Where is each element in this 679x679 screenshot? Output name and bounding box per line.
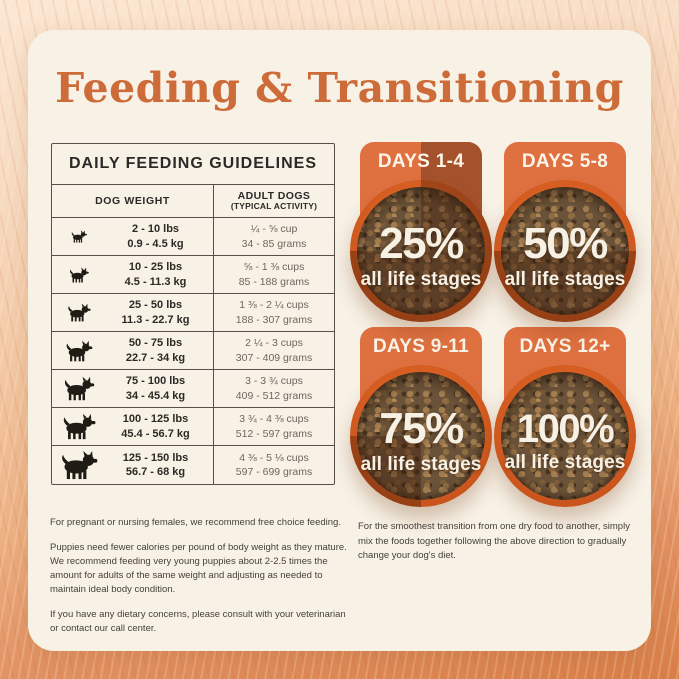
weight-kg: 34 - 45.4 kg bbox=[125, 389, 186, 402]
weight-lbs: 25 - 50 lbs bbox=[128, 299, 183, 312]
kibble-bowl: 50% all life stages bbox=[494, 180, 636, 322]
amount-cups: 2 ¼ - 3 cups bbox=[245, 337, 303, 350]
amount-cell: ¼ - ⅝ cup 34 - 85 grams bbox=[214, 218, 334, 255]
table-row: 100 - 125 lbs 45.4 - 56.7 kg 3 ¾ - 4 ⅜ cu… bbox=[52, 408, 334, 446]
table-row: 2 - 10 lbs 0.9 - 4.5 kg ¼ - ⅝ cup 34 - 85… bbox=[52, 218, 334, 256]
table-row: 125 - 150 lbs 56.7 - 68 kg 4 ⅜ - 5 ⅛ cups… bbox=[52, 446, 334, 484]
transition-note: For the smoothest transition from one dr… bbox=[358, 521, 630, 562]
amount-cell: 4 ⅜ - 5 ⅛ cups 597 - 699 grams bbox=[214, 446, 334, 484]
life-stages-label: all life stages bbox=[360, 268, 482, 290]
weight-range: 50 - 75 lbs 22.7 - 34 kg bbox=[106, 336, 213, 365]
table-row: 10 - 25 lbs 4.5 - 11.3 kg ⅝ - 1 ⅜ cups 85… bbox=[52, 256, 334, 294]
feeding-notes: For pregnant or nursing females, we reco… bbox=[50, 516, 350, 647]
weight-kg: 11.3 - 22.7 kg bbox=[121, 313, 190, 326]
amount-cups: 1 ⅜ - 2 ¼ cups bbox=[239, 299, 309, 312]
amount-cups: ⅝ - 1 ⅜ cups bbox=[243, 261, 305, 274]
amount-cups: 4 ⅜ - 5 ⅛ cups bbox=[239, 451, 309, 464]
transition-step-days-12-plus: DAYS 12+ 100% all life stages bbox=[491, 327, 639, 519]
amount-grams: 34 - 85 grams bbox=[241, 237, 307, 250]
weight-lbs: 50 - 75 lbs bbox=[128, 337, 183, 350]
dog-icon bbox=[52, 450, 106, 480]
days-label: DAYS 9-11 bbox=[372, 336, 469, 357]
amount-cups: 3 - 3 ¾ cups bbox=[245, 375, 303, 388]
amount-grams: 597 - 699 grams bbox=[235, 466, 313, 478]
weight-range: 125 - 150 lbs 56.7 - 68 kg bbox=[106, 451, 213, 480]
dog-icon bbox=[52, 413, 106, 440]
amount-cell: 3 - 3 ¾ cups 409 - 512 grams bbox=[214, 370, 334, 407]
page-title: Feeding & Transitioning bbox=[55, 64, 624, 112]
days-label: DAYS 1-4 bbox=[377, 151, 465, 172]
weight-lbs: 125 - 150 lbs bbox=[122, 451, 189, 464]
weight-range: 2 - 10 lbs 0.9 - 4.5 kg bbox=[106, 222, 213, 251]
transition-step-days-9-11: DAYS 9-11 75% all life stages bbox=[347, 327, 495, 519]
note-dietary-concerns: If you have any dietary concerns, please… bbox=[50, 609, 346, 635]
weight-kg: 22.7 - 34 kg bbox=[125, 351, 186, 364]
amount-grams: 512 - 597 grams bbox=[235, 427, 313, 440]
amount-grams: 188 - 307 grams bbox=[235, 313, 313, 326]
percent-label: 100% bbox=[516, 406, 615, 451]
amount-grams: 85 - 188 grams bbox=[238, 275, 310, 288]
days-label: DAYS 12+ bbox=[519, 336, 611, 357]
weight-lbs: 75 - 100 lbs bbox=[125, 375, 186, 388]
table-row: 50 - 75 lbs 22.7 - 34 kg 2 ¼ - 3 cups 307… bbox=[52, 332, 334, 370]
life-stages-label: all life stages bbox=[504, 451, 626, 473]
transition-steps: DAYS 1-4 25% all life stages DAYS 5-8 50… bbox=[347, 142, 647, 522]
life-stages-label: all life stages bbox=[360, 453, 482, 475]
column-header-dog-weight: DOG WEIGHT bbox=[52, 185, 214, 217]
amount-cups: 3 ¾ - 4 ⅜ cups bbox=[239, 413, 309, 426]
amount-cell: ⅝ - 1 ⅜ cups 85 - 188 grams bbox=[214, 256, 334, 293]
table-title: DAILY FEEDING GUIDELINES bbox=[52, 144, 334, 185]
infographic-card: Feeding & Transitioning DAILY FEEDING GU… bbox=[28, 30, 651, 651]
kibble-bowl: 25% all life stages bbox=[350, 180, 492, 322]
feeding-guidelines-table: DAILY FEEDING GUIDELINES DOG WEIGHT ADUL… bbox=[51, 143, 335, 485]
dog-icon bbox=[52, 303, 106, 322]
dog-icon bbox=[52, 267, 106, 283]
note-pregnant-nursing: For pregnant or nursing females, we reco… bbox=[50, 517, 341, 528]
typical-activity-label: (TYPICAL ACTIVITY) bbox=[230, 201, 318, 212]
weight-kg: 0.9 - 4.5 kg bbox=[127, 237, 184, 250]
dog-icon bbox=[52, 230, 106, 243]
percent-label: 50% bbox=[523, 218, 608, 268]
adult-dogs-label: ADULT DOGS bbox=[237, 190, 311, 203]
life-stages-label: all life stages bbox=[504, 268, 626, 290]
weight-kg: 4.5 - 11.3 kg bbox=[124, 275, 187, 288]
weight-kg: 45.4 - 56.7 kg bbox=[121, 427, 190, 440]
percent-label: 25% bbox=[379, 218, 464, 268]
transition-step-days-1-4: DAYS 1-4 25% all life stages bbox=[347, 142, 495, 334]
dog-icon bbox=[52, 376, 106, 401]
amount-grams: 409 - 512 grams bbox=[235, 389, 313, 402]
weight-lbs: 2 - 10 lbs bbox=[131, 223, 180, 236]
table-row: 25 - 50 lbs 11.3 - 22.7 kg 1 ⅜ - 2 ¼ cups… bbox=[52, 294, 334, 332]
kibble-bowl: 100% all life stages bbox=[494, 365, 636, 507]
weight-lbs: 10 - 25 lbs bbox=[128, 261, 183, 274]
percent-label: 75% bbox=[379, 403, 464, 453]
kibble-bowl: 75% all life stages bbox=[350, 365, 492, 507]
amount-cell: 2 ¼ - 3 cups 307 - 409 grams bbox=[214, 332, 334, 369]
note-puppies: Puppies need fewer calories per pound of… bbox=[50, 542, 347, 596]
weight-kg: 56.7 - 68 kg bbox=[125, 466, 186, 478]
table-header-row: DOG WEIGHT ADULT DOGS (TYPICAL ACTIVITY) bbox=[52, 185, 334, 218]
amount-cups: ¼ - ⅝ cup bbox=[250, 223, 298, 236]
weight-range: 10 - 25 lbs 4.5 - 11.3 kg bbox=[106, 260, 213, 289]
transition-step-days-5-8: DAYS 5-8 50% all life stages bbox=[491, 142, 639, 334]
weight-range: 25 - 50 lbs 11.3 - 22.7 kg bbox=[106, 298, 213, 327]
amount-grams: 307 - 409 grams bbox=[235, 351, 313, 364]
weight-lbs: 100 - 125 lbs bbox=[122, 413, 189, 426]
dog-icon bbox=[52, 340, 106, 362]
weight-range: 75 - 100 lbs 34 - 45.4 kg bbox=[106, 374, 213, 403]
amount-cell: 3 ¾ - 4 ⅜ cups 512 - 597 grams bbox=[214, 408, 334, 445]
days-label: DAYS 5-8 bbox=[521, 151, 609, 172]
column-header-adult-dogs: ADULT DOGS (TYPICAL ACTIVITY) bbox=[214, 185, 334, 217]
amount-cell: 1 ⅜ - 2 ¼ cups 188 - 307 grams bbox=[214, 294, 334, 331]
table-row: 75 - 100 lbs 34 - 45.4 kg 3 - 3 ¾ cups 40… bbox=[52, 370, 334, 408]
weight-range: 100 - 125 lbs 45.4 - 56.7 kg bbox=[106, 412, 213, 441]
